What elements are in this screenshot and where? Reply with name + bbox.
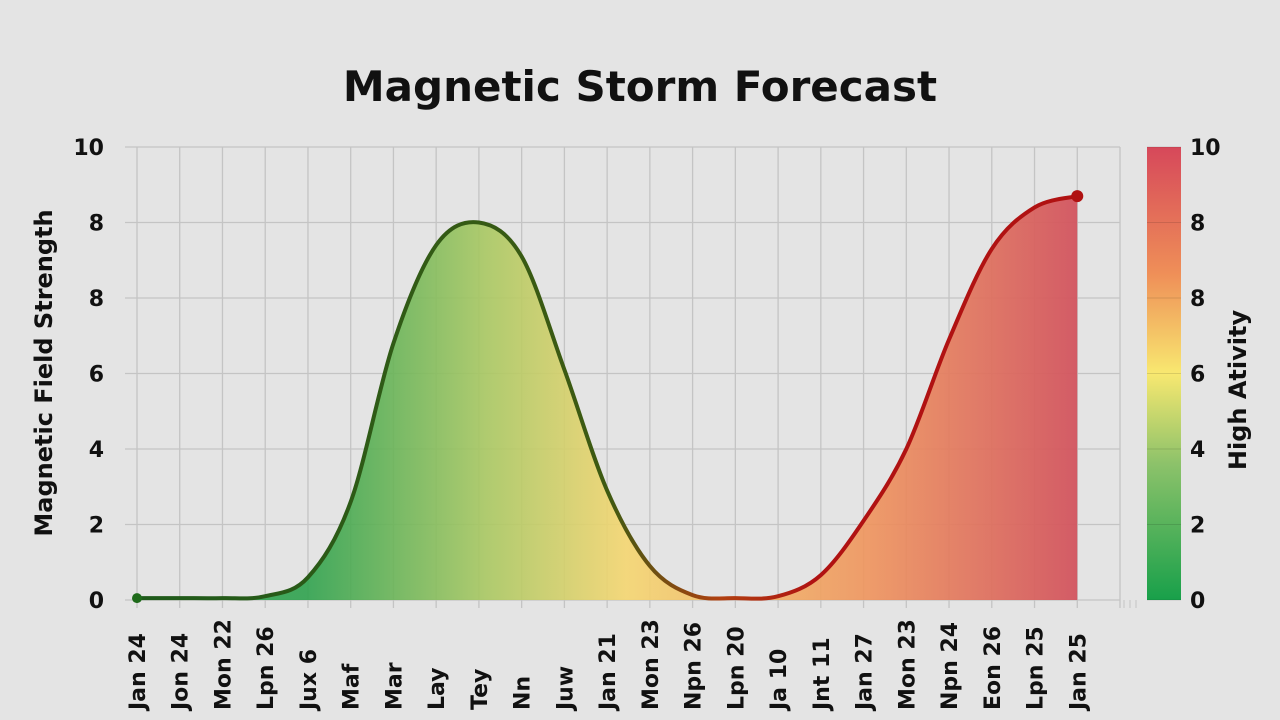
y-tick-label: 6 [89,363,104,388]
x-tick-label: Jan 24 [126,633,151,712]
x-tick-label: Jon 24 [169,633,194,712]
x-tick-label: Lay [425,667,450,710]
area-fill [137,196,1078,600]
x-tick-label: Mon 22 [211,619,236,710]
x-tick-label: Mon 23 [639,619,664,710]
x-tick-label: Lpn 26 [254,626,279,710]
y-tick-label: 4 [89,438,104,463]
colorbar-label: High Ativity [1224,310,1252,471]
y-tick-label: 0 [89,589,104,614]
colorbar-tick-label: 8 [1190,287,1205,312]
end-point [1071,190,1084,203]
x-tick-label: Ja 10 [767,649,792,712]
y-axis-label: Magnetic Field Strength [30,209,58,536]
x-tick-label: Tey [468,669,493,710]
colorbar [1147,147,1181,600]
x-tick-label: Eon 26 [981,626,1006,710]
y-tick-label: 2 [89,514,104,539]
x-tick-label: Npn 24 [938,622,963,710]
series-line [136,194,1078,601]
x-tick-label: Juw [553,666,578,712]
x-tick-label: Mon 23 [895,619,920,710]
colorbar-tick-label: 4 [1190,438,1205,463]
x-tick-label: Jux 6 [297,649,322,712]
x-tick-label: Nn [511,676,536,710]
x-tick-label: Jan 21 [596,633,621,712]
x-tick-label: Maf [340,663,365,710]
colorbar-tick-label: 10 [1190,136,1221,161]
y-tick-label: 10 [73,136,104,161]
chart-title: Magnetic Storm Forecast [343,62,937,111]
start-point [132,593,142,604]
x-tick-label: Lpn 25 [1024,626,1049,710]
y-tick-label: 8 [89,287,104,312]
x-tick-label: Jan 27 [853,633,878,712]
x-tick-label: Lpn 20 [724,626,749,710]
x-tick-label: Npn 26 [682,622,707,710]
colorbar-tick-label: 8 [1190,212,1205,237]
x-tick-label: Jan 25 [1066,633,1091,712]
x-tick-label: Jnt 11 [810,637,835,712]
y-tick-label: 8 [89,212,104,237]
colorbar-tick-label: 2 [1190,514,1205,539]
colorbar-tick-label: 6 [1190,363,1205,388]
colorbar-tick-label: 0 [1190,589,1205,614]
x-tick-label: Mar [382,662,407,710]
